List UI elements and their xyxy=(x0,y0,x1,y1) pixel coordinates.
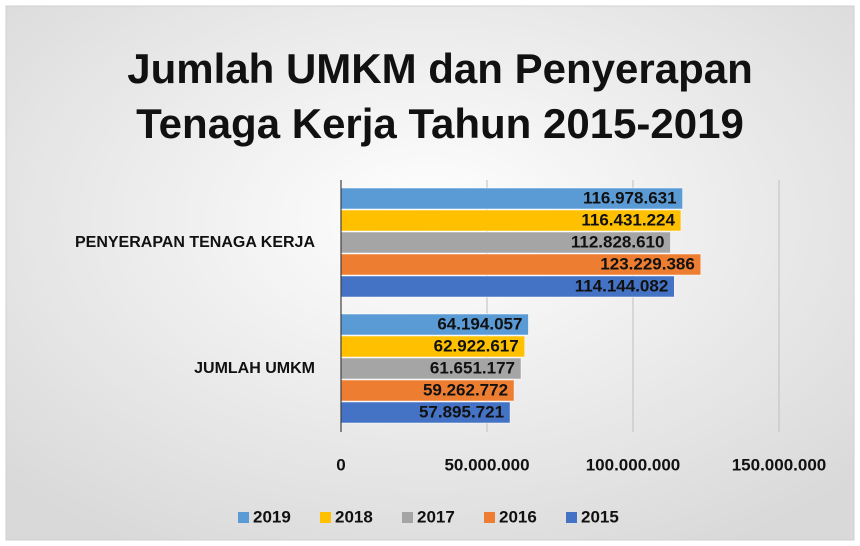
data-label: 116.978.631 xyxy=(583,188,677,207)
chart-title: Jumlah UMKM dan Penyerapan xyxy=(127,45,752,92)
legend-swatch xyxy=(484,512,495,523)
legend-swatch xyxy=(320,512,331,523)
data-label: 114.144.082 xyxy=(575,276,669,295)
data-label: 112.828.610 xyxy=(571,232,665,251)
data-label: 61.651.177 xyxy=(430,358,515,377)
x-tick-label: 100.000.000 xyxy=(586,455,681,474)
y-tick-label: JUMLAH UMKM xyxy=(194,360,315,377)
legend-label: 2019 xyxy=(253,507,291,526)
data-label: 116.431.224 xyxy=(581,210,675,229)
x-tick-label: 0 xyxy=(336,455,345,474)
data-label: 62.922.617 xyxy=(434,336,519,355)
legend-swatch xyxy=(566,512,577,523)
legend-swatch xyxy=(238,512,249,523)
x-tick-label: 50.000.000 xyxy=(444,455,529,474)
legend-label: 2017 xyxy=(417,507,455,526)
y-tick-label: PENYERAPAN TENAGA KERJA xyxy=(75,234,315,251)
data-label: 123.229.386 xyxy=(600,254,695,273)
legend-label: 2018 xyxy=(335,507,373,526)
data-label: 57.895.721 xyxy=(419,402,504,421)
data-label: 59.262.772 xyxy=(423,380,508,399)
x-tick-label: 150.000.000 xyxy=(732,455,827,474)
data-label: 64.194.057 xyxy=(437,314,522,333)
chart-title: Tenaga Kerja Tahun 2015-2019 xyxy=(136,100,744,147)
legend-label: 2015 xyxy=(581,507,619,526)
legend-label: 2016 xyxy=(499,507,537,526)
legend-swatch xyxy=(402,512,413,523)
